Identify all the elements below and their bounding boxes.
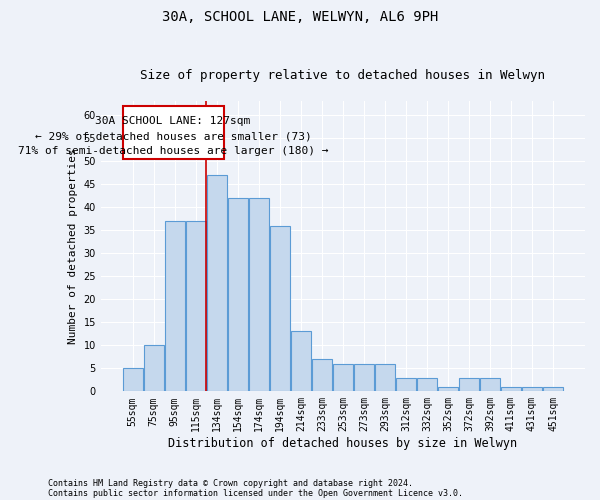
Title: Size of property relative to detached houses in Welwyn: Size of property relative to detached ho…	[140, 69, 545, 82]
Text: Contains HM Land Registry data © Crown copyright and database right 2024.: Contains HM Land Registry data © Crown c…	[48, 478, 413, 488]
Y-axis label: Number of detached properties: Number of detached properties	[68, 148, 78, 344]
Bar	[543, 386, 563, 392]
Bar	[312, 359, 332, 392]
Bar	[123, 368, 143, 392]
Bar	[122, 106, 224, 159]
Bar	[375, 364, 395, 392]
Bar	[333, 364, 353, 392]
Bar	[501, 386, 521, 392]
Bar	[417, 378, 437, 392]
Bar	[291, 332, 311, 392]
Bar	[270, 226, 290, 392]
Bar	[480, 378, 500, 392]
Bar	[354, 364, 374, 392]
Text: 71% of semi-detached houses are larger (180) →: 71% of semi-detached houses are larger (…	[18, 146, 328, 156]
Bar	[249, 198, 269, 392]
Text: 30A, SCHOOL LANE, WELWYN, AL6 9PH: 30A, SCHOOL LANE, WELWYN, AL6 9PH	[162, 10, 438, 24]
Text: ← 29% of detached houses are smaller (73): ← 29% of detached houses are smaller (73…	[35, 132, 311, 141]
Bar	[438, 386, 458, 392]
Text: 30A SCHOOL LANE: 127sqm: 30A SCHOOL LANE: 127sqm	[95, 116, 251, 126]
Bar	[144, 346, 164, 392]
Bar	[186, 221, 206, 392]
X-axis label: Distribution of detached houses by size in Welwyn: Distribution of detached houses by size …	[169, 437, 517, 450]
Bar	[228, 198, 248, 392]
Bar	[207, 175, 227, 392]
Bar	[459, 378, 479, 392]
Bar	[522, 386, 542, 392]
Bar	[396, 378, 416, 392]
Text: Contains public sector information licensed under the Open Government Licence v3: Contains public sector information licen…	[48, 488, 463, 498]
Bar	[165, 221, 185, 392]
